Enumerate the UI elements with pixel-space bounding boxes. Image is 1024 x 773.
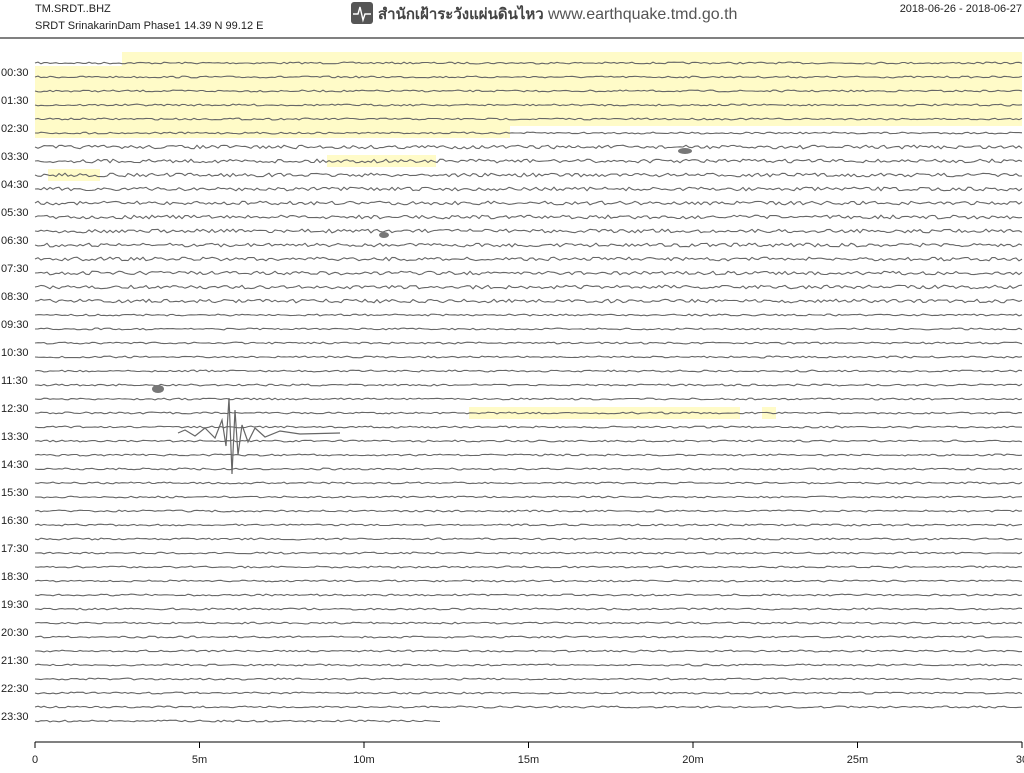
trace (34, 705, 1023, 709)
row-label: 23:30 (1, 711, 29, 723)
trace (34, 341, 1023, 345)
x-tick-label: 5m (192, 754, 207, 766)
trace (34, 383, 1023, 387)
gap-highlights (35, 52, 1022, 419)
row-label: 03:30 (1, 151, 29, 163)
event-signal (152, 385, 164, 393)
trace (34, 89, 1023, 93)
trace (34, 593, 1023, 597)
trace (34, 719, 441, 723)
trace (34, 397, 1023, 401)
row-label: 18:30 (1, 571, 29, 583)
trace (34, 75, 1023, 79)
row-label: 12:30 (1, 403, 29, 415)
trace (34, 369, 1023, 373)
trace (34, 144, 1023, 150)
trace (34, 565, 1023, 569)
row-label: 20:30 (1, 627, 29, 639)
row-label: 01:30 (1, 95, 29, 107)
row-label: 06:30 (1, 235, 29, 247)
agency: สำนักเฝ้าระวังแผ่นดินไหว (378, 4, 544, 23)
trace (34, 284, 1023, 290)
trace (34, 481, 1023, 485)
trace (34, 551, 1023, 555)
row-label: 14:30 (1, 459, 29, 471)
trace (34, 509, 1023, 513)
x-tick-label: 10m (353, 754, 374, 766)
station: SRDT SrinakarinDam Phase1 14.39 N 99.12 … (35, 20, 263, 32)
row-label: 07:30 (1, 263, 29, 275)
trace (34, 228, 1023, 234)
row-label: 13:30 (1, 431, 29, 443)
trace (34, 313, 1023, 317)
trace (34, 537, 1022, 541)
trace (34, 298, 1023, 304)
row-label: 00:30 (1, 67, 29, 79)
trace (34, 523, 1023, 527)
trace (34, 411, 1023, 415)
trace (34, 663, 1023, 667)
row-label: 16:30 (1, 515, 29, 527)
event-signal (379, 232, 389, 238)
x-tick-label: 15m (518, 754, 539, 766)
trace (34, 103, 1023, 107)
trace (34, 621, 1023, 625)
trace (34, 327, 1023, 331)
row-label: 19:30 (1, 599, 29, 611)
row-label: 10:30 (1, 347, 29, 359)
trace (34, 677, 1022, 681)
row-label: 11:30 (1, 375, 28, 387)
trace (34, 649, 1023, 653)
trace (34, 425, 1023, 429)
traces (34, 61, 1023, 723)
row-label: 05:30 (1, 207, 29, 219)
trace (34, 635, 1023, 639)
row-label: 09:30 (1, 319, 29, 331)
event-signal (678, 148, 692, 154)
trace (34, 691, 1023, 695)
trace (34, 186, 1023, 192)
earthquake-signal (177, 397, 341, 475)
x-tick-label: 20m (682, 754, 703, 766)
trace (34, 256, 1023, 262)
row-label: 08:30 (1, 291, 29, 303)
trace (34, 172, 1023, 178)
trace (34, 61, 1023, 65)
x-tick-label: 0 (32, 754, 38, 766)
channel: TM.SRDT..BHZ (35, 3, 111, 15)
logo-wave (353, 6, 371, 23)
trace (34, 607, 1023, 611)
trace (34, 579, 1023, 583)
trace (34, 214, 1023, 220)
x-tick-label: 30 (1016, 754, 1024, 766)
x-tick-label: 25m (847, 754, 868, 766)
trace (34, 355, 1023, 359)
trace (34, 200, 1023, 206)
trace (34, 453, 1023, 457)
trace (34, 131, 1023, 135)
trace (34, 242, 1023, 248)
trace (34, 467, 1023, 471)
row-label: 02:30 (1, 123, 29, 135)
trace (34, 439, 1023, 443)
trace (34, 158, 1023, 164)
row-label: 15:30 (1, 487, 29, 499)
trace (34, 495, 1023, 499)
row-label: 22:30 (1, 683, 29, 695)
row-label: 04:30 (1, 179, 29, 191)
dates: 2018-06-26 - 2018-06-27 (900, 3, 1022, 15)
trace (34, 117, 1023, 121)
row-label: 21:30 (1, 655, 29, 667)
row-label: 17:30 (1, 543, 29, 555)
url: www.earthquake.tmd.go.th (547, 6, 737, 23)
trace (34, 270, 1023, 276)
